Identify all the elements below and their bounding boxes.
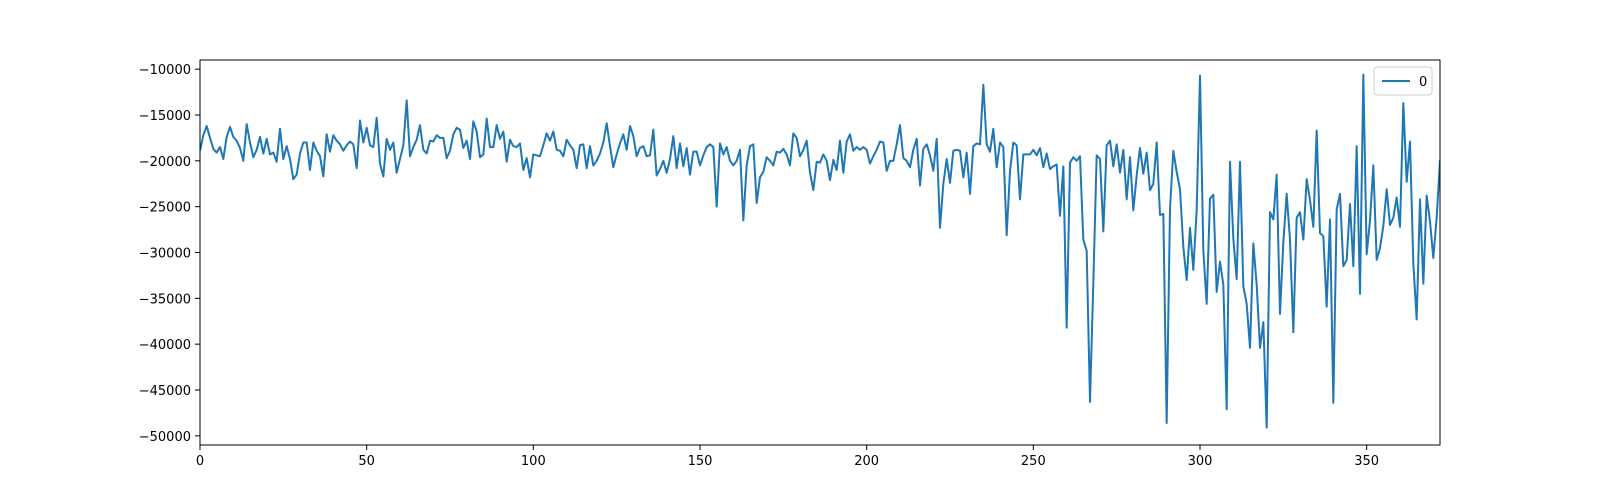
- x-tick-label: 50: [358, 454, 375, 469]
- y-tick-label: −40000: [139, 338, 191, 353]
- series-layer: [200, 73, 1440, 429]
- legend: 0: [1373, 66, 1433, 96]
- plot-area: [200, 60, 1440, 445]
- y-tick-label: −35000: [139, 292, 191, 307]
- y-tick-label: −50000: [139, 430, 191, 445]
- x-tick-label: 250: [1021, 454, 1046, 469]
- x-tick-label: 0: [196, 454, 204, 469]
- y-tick-label: −25000: [139, 201, 191, 216]
- axes-layer: 0 50 100 150 200 250 300 350 −10000 −15000 −20000 −…: [139, 59, 1441, 469]
- x-tick-label: 350: [1354, 454, 1379, 469]
- legend-label: 0: [1419, 75, 1427, 90]
- x-tick-label: 200: [854, 454, 879, 469]
- x-tick-label: 300: [1188, 454, 1213, 469]
- y-tick-label: −15000: [139, 109, 191, 124]
- x-tick-label: 150: [688, 454, 713, 469]
- y-tick-label: −45000: [139, 384, 191, 399]
- y-tick-label: −20000: [139, 155, 191, 170]
- y-tick-label: −30000: [139, 247, 191, 262]
- series-line-0: [200, 73, 1440, 429]
- x-tick-label: 100: [521, 454, 546, 469]
- y-tick-label: −10000: [139, 63, 191, 78]
